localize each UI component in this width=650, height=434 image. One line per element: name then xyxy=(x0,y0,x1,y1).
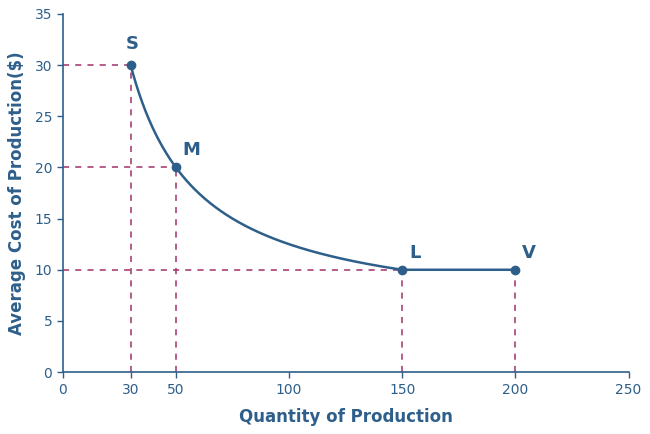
Text: L: L xyxy=(409,243,421,262)
Text: S: S xyxy=(126,35,139,53)
Text: V: V xyxy=(522,243,536,262)
Y-axis label: Average Cost of Production($): Average Cost of Production($) xyxy=(8,51,27,335)
Text: M: M xyxy=(183,141,201,159)
X-axis label: Quantity of Production: Quantity of Production xyxy=(239,408,452,426)
